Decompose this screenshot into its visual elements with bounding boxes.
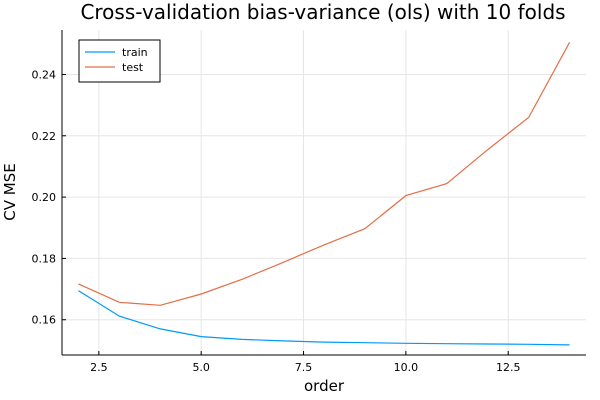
grid xyxy=(62,30,586,355)
legend: train test xyxy=(78,39,161,83)
x-axis-ticks: 2.5 5.0 7.5 10.0 12.5 xyxy=(90,351,520,374)
series-line-train xyxy=(78,290,570,346)
x-axis-label: order xyxy=(304,377,345,395)
x-tick-label: 7.5 xyxy=(295,361,313,374)
y-tick-label: 0.20 xyxy=(32,191,57,204)
x-tick-label: 12.5 xyxy=(496,361,521,374)
legend-label-test: test xyxy=(122,61,144,74)
series-line-test xyxy=(78,42,571,306)
y-tick-label: 0.18 xyxy=(32,252,57,265)
x-tick-label: 10.0 xyxy=(394,361,419,374)
y-tick-label: 0.16 xyxy=(32,314,57,327)
chart-title: Cross-validation bias-variance (ols) wit… xyxy=(80,0,565,24)
x-tick-label: 2.5 xyxy=(90,361,108,374)
series-lines xyxy=(78,42,571,346)
legend-box xyxy=(78,39,161,83)
y-axis-ticks: 0.16 0.18 0.20 0.22 0.24 xyxy=(32,68,66,327)
x-tick-label: 5.0 xyxy=(192,361,210,374)
y-tick-label: 0.24 xyxy=(32,68,57,81)
legend-label-train: train xyxy=(122,46,148,59)
y-tick-label: 0.22 xyxy=(32,130,57,143)
y-axis-label: CV MSE xyxy=(1,163,19,220)
